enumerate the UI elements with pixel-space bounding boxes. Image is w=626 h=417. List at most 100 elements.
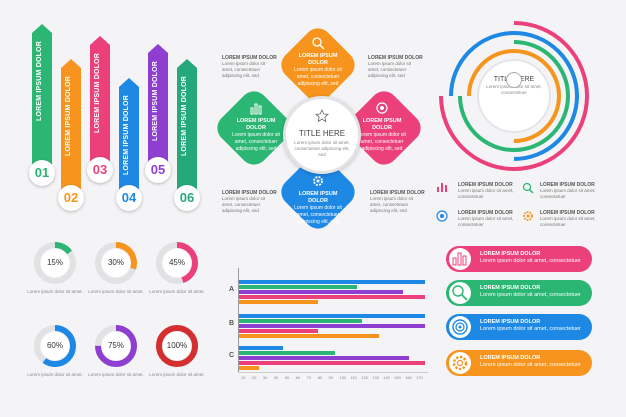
x-tick-label: 150 <box>394 375 401 380</box>
donut-arc <box>34 325 76 367</box>
donut-value: 15% <box>46 258 63 267</box>
banner-label: LOREM IPSUM DOLOR <box>36 41 43 122</box>
petal-right-content: LOREM IPSUM DOLOR Lorem ipsum dolor sit … <box>352 101 412 153</box>
side-text: Lorem ipsum dolor sit amet, consectetuer… <box>222 196 266 213</box>
legend-title: LOREM IPSUM DOLOR <box>458 182 513 188</box>
center-subtitle: Lorem ipsum dolor sit amet, consectetuer… <box>294 140 350 157</box>
petal-title: LOREM IPSUM DOLOR <box>298 53 338 66</box>
donut-caption: Lorem ipsum dolor sit amet. <box>149 289 205 294</box>
bar-A-5 <box>239 300 318 304</box>
x-tick-label: 10 <box>241 375 246 380</box>
gear-icon <box>452 355 468 371</box>
row-desc: Lorem ipsum dolor sit amet, consectetuer <box>480 258 581 264</box>
petal-title: LOREM IPSUM DOLOR <box>298 191 338 204</box>
search-chart-icon <box>452 285 468 301</box>
side-text-bottom-right: LOREM IPSUM DOLOR Lorem ipsum dolor sit … <box>370 190 425 214</box>
bar-B-1 <box>239 314 425 318</box>
target-icon <box>376 102 388 114</box>
donut-6: 100% <box>154 323 200 369</box>
gear-icon <box>313 176 323 186</box>
ring-center <box>477 59 551 133</box>
banner-label: LOREM IPSUM DOLOR <box>152 61 159 142</box>
x-tick-label: 40 <box>273 375 279 380</box>
legend-item: LOREM IPSUM DOLOR Lorem ipsum dolor sit a… <box>436 182 514 200</box>
legend-title: LOREM IPSUM DOLOR <box>540 182 595 188</box>
banner-number-3: 03 <box>87 157 113 183</box>
donut-2: 30% <box>93 240 139 286</box>
banner-4: LOREM IPSUM DOLOR <box>119 78 139 204</box>
row-text: LOREM IPSUM DOLOR Lorem ipsum dolor sit a… <box>480 319 581 333</box>
donut-arc <box>95 325 137 367</box>
bar-C-5 <box>239 366 259 370</box>
x-tick-label: 130 <box>372 375 379 380</box>
legend-text: Lorem ipsum dolor sit amet, consectetuer <box>458 216 514 227</box>
ring-diagram <box>439 21 589 171</box>
banner-number-5: 05 <box>145 157 171 183</box>
category-label: A <box>229 286 235 293</box>
bar-B-5 <box>239 334 380 338</box>
bar-C-3 <box>239 356 409 360</box>
banner-1: LOREM IPSUM DOLOR <box>32 24 52 181</box>
row-title: LOREM IPSUM DOLOR <box>480 319 541 325</box>
ring-arc-orange <box>467 49 561 143</box>
legend-text: Lorem ipsum dolor sit amet, consectetuer <box>458 188 514 199</box>
donut-value: 45% <box>168 258 185 267</box>
row-text: LOREM IPSUM DOLOR Lorem ipsum dolor sit a… <box>480 355 581 369</box>
row-title: LOREM IPSUM DOLOR <box>480 285 541 291</box>
donut-value: 30% <box>107 258 124 267</box>
x-tick-label: 80 <box>317 375 323 380</box>
banner-label: LOREM IPSUM DOLOR <box>65 76 72 157</box>
legend-text: Lorem ipsum dolor sit amet, consectetuer <box>540 216 596 227</box>
row-title: LOREM IPSUM DOLOR <box>480 355 541 361</box>
bar-chart-icon <box>250 103 262 115</box>
row-text: LOREM IPSUM DOLOR Lorem ipsum dolor sit a… <box>480 285 581 299</box>
bar-A-2 <box>239 285 358 289</box>
x-tick-label: 60 <box>295 375 301 380</box>
legend-item: LOREM IPSUM DOLOR Lorem ipsum dolor sit a… <box>522 182 602 200</box>
bar-C-4 <box>239 361 425 365</box>
x-tick-label: 90 <box>328 375 333 380</box>
petal-top-content: LOREM IPSUM DOLOR Lorem ipsum dolor sit … <box>288 36 348 88</box>
donut-value: 100% <box>166 341 188 350</box>
row-title: LOREM IPSUM DOLOR <box>480 251 541 257</box>
banner-2: LOREM IPSUM DOLOR <box>61 59 81 204</box>
gear-icon <box>523 211 533 221</box>
target-icon <box>452 319 468 335</box>
banner-number-2: 02 <box>58 185 84 211</box>
bar-A-4 <box>239 295 425 299</box>
row-icon-badge <box>449 316 471 338</box>
side-text-top-right: LOREM IPSUM DOLOR Lorem ipsum dolor sit … <box>368 55 423 79</box>
donut-caption: Lorem ipsum dolor sit amet. <box>88 289 144 294</box>
banner-3: LOREM IPSUM DOLOR <box>90 36 110 175</box>
ring-arc-pink <box>439 21 589 171</box>
ring-arc-blue <box>449 31 579 161</box>
side-text: Lorem ipsum dolor sit amet, consectetuer… <box>368 61 412 78</box>
donut-1: 15% <box>32 240 78 286</box>
row-icon-badge <box>449 352 471 374</box>
row-desc: Lorem ipsum dolor sit amet, consectetuer <box>480 326 581 332</box>
bar-B-4 <box>239 329 318 333</box>
bar-A-1 <box>239 280 425 284</box>
chart-x-axis <box>238 372 428 373</box>
banner-label: LOREM IPSUM DOLOR <box>94 53 101 134</box>
feature-row-3: LOREM IPSUM DOLOR Lorem ipsum dolor sit a… <box>446 314 592 340</box>
legend-text: Lorem ipsum dolor sit amet, consectetuer <box>540 188 596 199</box>
donut-3: 45% <box>154 240 200 286</box>
legend-item: LOREM IPSUM DOLOR Lorem ipsum dolor sit a… <box>436 210 514 228</box>
donut-arc <box>34 242 76 284</box>
feature-row-4: LOREM IPSUM DOLOR Lorem ipsum dolor sit a… <box>446 350 592 376</box>
donut-value: 75% <box>107 341 124 350</box>
feature-row-1: LOREM IPSUM DOLOR Lorem ipsum dolor sit a… <box>446 246 592 272</box>
x-tick-label: 170 <box>416 375 423 380</box>
bar-chart-icon <box>452 252 467 266</box>
search-chart-icon <box>522 182 534 194</box>
donut-arc <box>156 242 198 284</box>
banner-5: LOREM IPSUM DOLOR <box>148 44 168 176</box>
category-label: B <box>229 320 235 327</box>
petal-title: LOREM IPSUM DOLOR <box>236 118 276 131</box>
banner-label: LOREM IPSUM DOLOR <box>123 95 130 176</box>
petal-title: LOREM IPSUM DOLOR <box>362 118 402 131</box>
donut-arc <box>95 242 137 284</box>
row-text: LOREM IPSUM DOLOR Lorem ipsum dolor sit a… <box>480 251 581 265</box>
legend-item: LOREM IPSUM DOLOR Lorem ipsum dolor sit a… <box>522 210 602 228</box>
